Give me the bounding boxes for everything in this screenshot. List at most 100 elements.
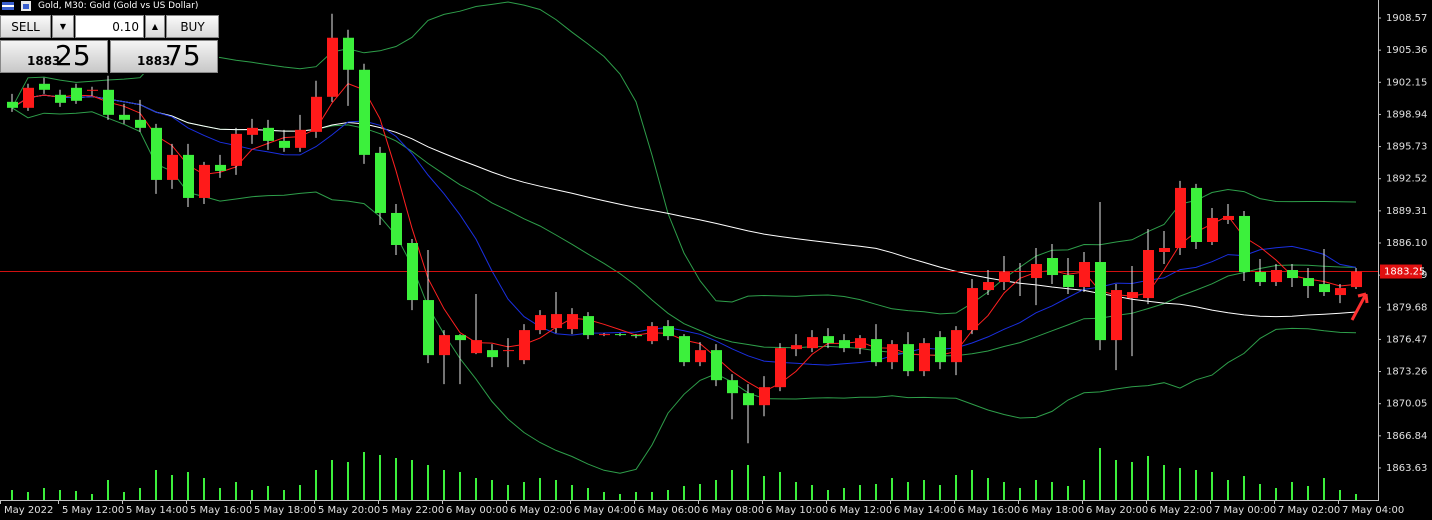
candle-body bbox=[1095, 262, 1106, 341]
candle-body bbox=[919, 343, 930, 372]
candle-body bbox=[567, 314, 578, 330]
candle-body bbox=[1207, 217, 1218, 242]
candle-body bbox=[727, 380, 738, 394]
sell-button[interactable]: SELL bbox=[0, 15, 51, 38]
candle-body bbox=[1351, 271, 1362, 288]
candle-body bbox=[1031, 264, 1042, 279]
lot-up[interactable]: ▲ bbox=[145, 15, 165, 38]
ask-figure: 1883 bbox=[137, 54, 171, 68]
y-tick-label: 1886.10 bbox=[1386, 238, 1427, 249]
candle-body bbox=[983, 282, 994, 291]
bollinger-middle bbox=[11, 94, 1357, 357]
price-label: 1883.25 bbox=[1384, 267, 1425, 278]
x-tick-label: 5 May 16:00 bbox=[190, 505, 252, 516]
candle-body bbox=[535, 315, 546, 331]
candle-body bbox=[503, 350, 514, 352]
x-tick-label: 6 May 18:00 bbox=[1022, 505, 1084, 516]
candle-body bbox=[967, 288, 978, 331]
candle-body bbox=[1303, 278, 1314, 287]
y-tick-label: 1892.52 bbox=[1386, 174, 1427, 185]
candle-body bbox=[119, 114, 130, 120]
candle-body bbox=[999, 272, 1010, 283]
candle-body bbox=[71, 87, 82, 101]
candle-body bbox=[775, 348, 786, 388]
candle-body bbox=[1255, 272, 1266, 283]
candle-body bbox=[183, 154, 194, 198]
candle-body bbox=[151, 127, 162, 180]
candle-body bbox=[439, 335, 450, 356]
bid-figure: 1883 bbox=[27, 54, 61, 68]
x-tick-label: 7 May 02:00 bbox=[1278, 505, 1340, 516]
candle-body bbox=[23, 87, 34, 108]
candle-body bbox=[7, 101, 18, 108]
y-tick-label: 1873.26 bbox=[1386, 367, 1427, 378]
x-tick-label: 6 May 22:00 bbox=[1150, 505, 1212, 516]
doc-icon-inner bbox=[23, 4, 29, 9]
y-tick-label: 1870.05 bbox=[1386, 399, 1427, 410]
lot-input[interactable]: 0.10 bbox=[75, 15, 144, 38]
candle-body bbox=[759, 387, 770, 406]
y-tick-label: 1895.73 bbox=[1386, 142, 1427, 153]
x-tick-label: 7 May 00:00 bbox=[1214, 505, 1276, 516]
candle-body bbox=[887, 344, 898, 363]
candle-body bbox=[679, 336, 690, 363]
candle-body bbox=[55, 94, 66, 103]
x-tick-label: 6 May 20:00 bbox=[1086, 505, 1148, 516]
candle-body bbox=[423, 300, 434, 356]
x-tick-label: May 2022 bbox=[4, 505, 53, 516]
x-tick-label: 6 May 16:00 bbox=[958, 505, 1020, 516]
candle-body bbox=[167, 154, 178, 180]
ma-medium bbox=[11, 94, 1357, 366]
candle-body bbox=[1191, 187, 1202, 242]
candle-body bbox=[487, 350, 498, 358]
lot-down[interactable]: ▼ bbox=[52, 15, 74, 38]
x-tick-label: 6 May 06:00 bbox=[638, 505, 700, 516]
x-tick-label: 6 May 00:00 bbox=[446, 505, 508, 516]
x-tick-label: 6 May 02:00 bbox=[510, 505, 572, 516]
candle-body bbox=[791, 345, 802, 350]
candle-body bbox=[327, 37, 338, 97]
x-tick-label: 7 May 04:00 bbox=[1342, 505, 1404, 516]
candle-body bbox=[615, 334, 626, 336]
candle-body bbox=[599, 334, 610, 336]
candle-body bbox=[263, 127, 274, 141]
price-label-box bbox=[1380, 264, 1422, 279]
candle-body bbox=[1063, 275, 1074, 288]
bid-pips: 25 bbox=[55, 39, 91, 72]
candle-body bbox=[1111, 290, 1122, 341]
candle-body bbox=[551, 314, 562, 329]
candle-body bbox=[199, 164, 210, 198]
candle-body bbox=[1223, 215, 1234, 220]
y-tick-label: 1902.15 bbox=[1386, 77, 1427, 88]
candle-body bbox=[519, 330, 530, 361]
y-tick-label: 1889.31 bbox=[1386, 206, 1427, 217]
arrow bbox=[1350, 292, 1369, 321]
x-tick-label: 5 May 18:00 bbox=[254, 505, 316, 516]
x-tick-label: 6 May 04:00 bbox=[574, 505, 636, 516]
candle-body bbox=[807, 337, 818, 349]
flag-stripe bbox=[2, 5, 14, 7]
candle-body bbox=[343, 37, 354, 70]
candle-body bbox=[695, 350, 706, 363]
candle-body bbox=[471, 340, 482, 354]
y-tick-label: 1879.68 bbox=[1386, 302, 1427, 313]
bid-box[interactable]: 1883 25 bbox=[0, 39, 108, 73]
bollinger-lower bbox=[11, 107, 1357, 474]
candle-body bbox=[839, 340, 850, 349]
candle-body bbox=[1271, 270, 1282, 283]
candle-body bbox=[1175, 187, 1186, 248]
candle-body bbox=[39, 83, 50, 90]
ask-box[interactable]: 1883 75 bbox=[110, 39, 218, 73]
candle-body bbox=[247, 127, 258, 135]
candle-body bbox=[855, 338, 866, 349]
x-tick-label: 6 May 14:00 bbox=[894, 505, 956, 516]
buy-button[interactable]: BUY bbox=[166, 15, 219, 38]
x-tick-label: 5 May 12:00 bbox=[62, 505, 124, 516]
bollinger-upper bbox=[11, 1, 1357, 315]
candle-body bbox=[1319, 284, 1330, 293]
y-tick-label: 1898.94 bbox=[1386, 109, 1427, 120]
x-tick-label: 6 May 10:00 bbox=[766, 505, 828, 516]
candle-body bbox=[1239, 215, 1250, 273]
chart-header: Gold, M30: Gold (Gold vs US Dollar) bbox=[38, 1, 199, 11]
